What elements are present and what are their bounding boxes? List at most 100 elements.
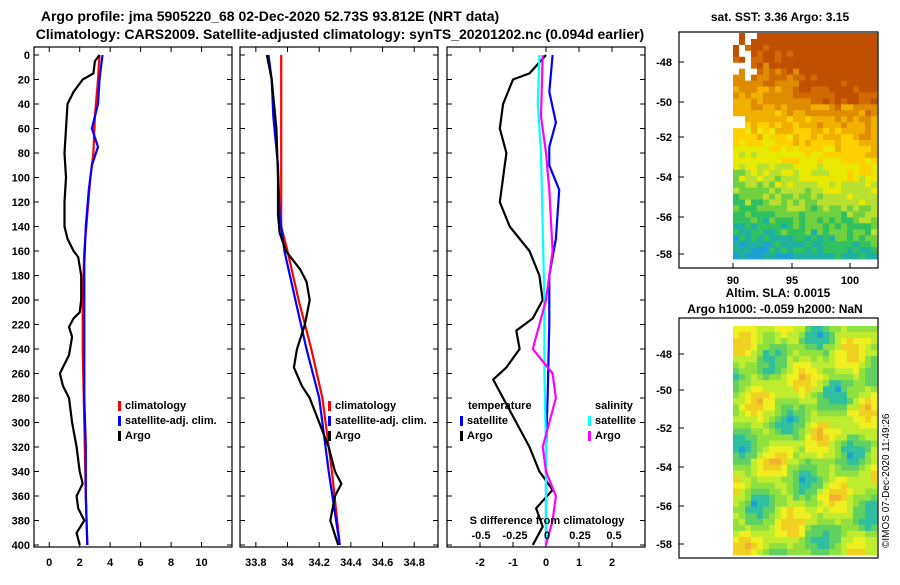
sla-map-cell: [853, 434, 860, 441]
sst-map-cell: [811, 98, 818, 105]
sla-map-cell: [841, 542, 848, 550]
sst-map-cell: [799, 199, 806, 206]
sst-map-cell: [787, 241, 794, 248]
sst-map-cell: [787, 116, 794, 123]
sla-map-cell: [811, 428, 818, 435]
sla-map-cell: [781, 404, 788, 411]
sst-map-cell: [865, 62, 872, 70]
sst-map-cell: [751, 187, 758, 194]
sla-map-cell: [787, 476, 794, 484]
sla-map-cell: [775, 536, 782, 544]
sst-map-cell: [811, 56, 818, 64]
sla-map-cell: [799, 374, 806, 381]
sst-map-cell: [757, 110, 764, 117]
sst-map-cell: [829, 205, 836, 212]
sla-map-cell: [865, 392, 872, 399]
sla-map-cell: [817, 512, 824, 520]
legend-swatch-climatology: [328, 401, 331, 411]
sla-map-cell: [763, 476, 770, 484]
sst-map-cell: [799, 98, 806, 105]
sla-map-cell: [733, 518, 740, 526]
sla-map-cell: [853, 530, 860, 538]
sla-map-cell: [829, 428, 836, 435]
sst-map-cell: [817, 235, 824, 242]
sst-map-cell: [787, 146, 794, 153]
sst-map-cell: [745, 193, 752, 200]
sst-map-cell: [751, 217, 758, 224]
sst-map-cell: [769, 151, 776, 159]
sst-map-cell: [817, 163, 824, 171]
sst-map-cell: [733, 62, 740, 70]
sst-map-cell: [865, 56, 872, 64]
sla-map-cell: [847, 434, 854, 441]
sla-map-cell: [751, 458, 758, 466]
sst-map-cell: [733, 134, 740, 141]
sla-map-cell: [835, 488, 842, 496]
sst-map-cell: [757, 217, 764, 224]
sst-map-cell: [763, 80, 770, 87]
sla-map-cell: [823, 368, 830, 375]
sla-map-cell: [745, 434, 752, 441]
sla-map-cell: [799, 542, 806, 550]
sla-map-cell: [865, 332, 872, 339]
sla-map-cell: [829, 374, 836, 381]
series-line-argo: [58, 54, 101, 546]
sla-map-cell: [793, 392, 800, 399]
sla-map-cell: [865, 428, 872, 435]
sst-map-cell: [805, 92, 812, 99]
sla-map-cell: [739, 548, 746, 556]
sla-map-cell: [733, 422, 740, 429]
sst-map-cell: [835, 140, 842, 147]
sla-map-cell: [751, 410, 758, 417]
sst-map-cell: [739, 235, 746, 242]
sla-map-cell: [871, 344, 878, 351]
sla-map-cell: [799, 440, 806, 447]
sla-map-cell: [757, 440, 764, 447]
sst-map-cell: [799, 116, 806, 123]
sst-map-cell: [751, 74, 758, 81]
sst-map-cell: [739, 56, 746, 64]
sla-map-cell: [769, 512, 776, 520]
sst-map-cell: [775, 50, 782, 58]
sla-map-cell: [799, 434, 806, 441]
sst-map-cell: [739, 151, 746, 159]
sst-map-cell: [769, 122, 776, 129]
sla-map-cell: [787, 410, 794, 417]
sst-map-cell: [817, 33, 824, 40]
sst-map-cell: [859, 199, 866, 206]
sst-map-cell: [811, 187, 818, 194]
sla-map-cell: [745, 500, 752, 508]
sla-map-cell: [829, 476, 836, 484]
sst-map-cell: [757, 38, 764, 46]
sla-map-cell: [871, 350, 878, 357]
sla-map-cell: [847, 338, 854, 345]
sst-map-cell: [865, 175, 872, 183]
sla-map-cell: [787, 518, 794, 526]
sst-y-tick-label: -56: [656, 212, 672, 224]
sst-map-cell: [811, 110, 818, 117]
sst-map-cell: [763, 50, 770, 58]
sla-map-cell: [817, 548, 824, 556]
sst-map-cell: [793, 104, 800, 111]
sst-map-cell: [799, 163, 806, 171]
sst-map-cell: [811, 157, 818, 165]
sst-map-cell: [871, 235, 878, 242]
sst-map-cell: [805, 104, 812, 111]
sla-map-cell: [745, 470, 752, 478]
sla-map-cell: [871, 482, 878, 490]
sst-map-cell: [835, 223, 842, 230]
sla-map-cell: [799, 524, 806, 532]
sla-map-cell: [757, 410, 764, 417]
sst-map-cell: [757, 134, 764, 141]
sla-map-cell: [829, 434, 836, 441]
sla-map-cell: [799, 536, 806, 544]
sst-map-cell: [739, 122, 746, 129]
sla-map-cell: [733, 464, 740, 472]
sst-map-cell: [745, 199, 752, 206]
sla-map-cell: [733, 476, 740, 484]
sla-map-cell: [745, 506, 752, 514]
sst-map-cell: [829, 140, 836, 147]
sst-map-cell: [739, 241, 746, 248]
sst-map-cell: [751, 193, 758, 200]
